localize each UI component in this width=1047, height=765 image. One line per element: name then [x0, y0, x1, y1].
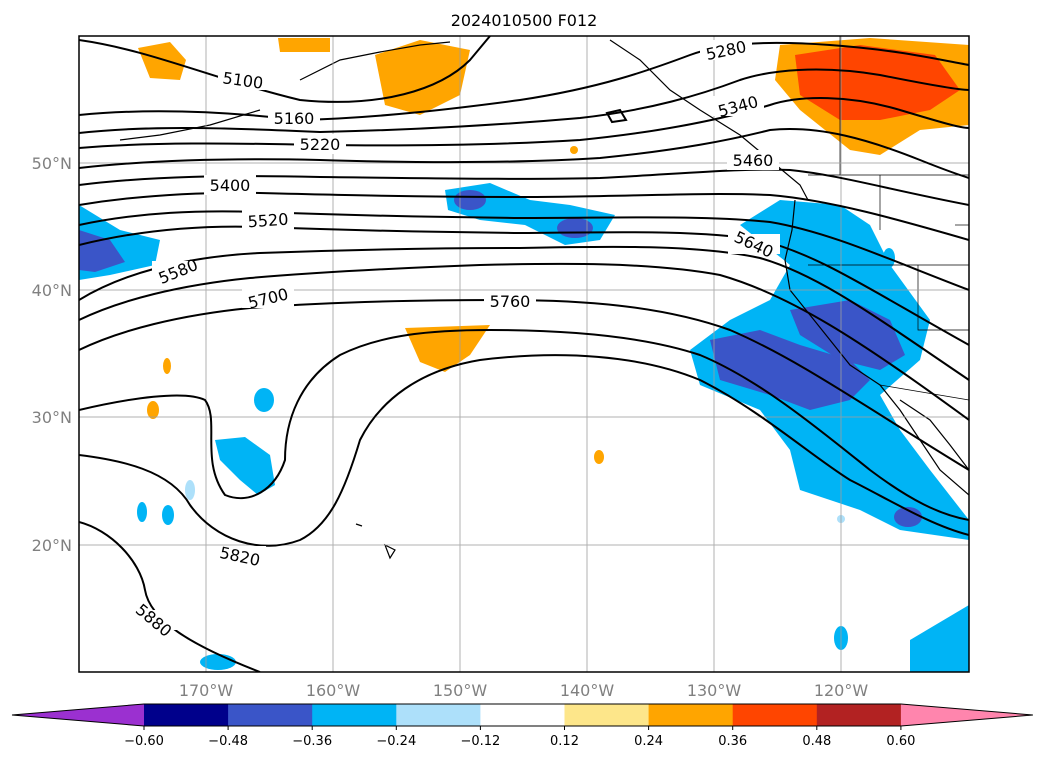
political-boundaries	[808, 36, 969, 401]
lat-label: 50°N	[32, 154, 72, 173]
lat-label: 20°N	[32, 536, 72, 555]
latitude-labels: 50°N 40°N 30°N 20°N	[32, 154, 72, 555]
lon-label: 130°W	[687, 681, 742, 700]
gridlines	[79, 36, 969, 672]
contour-label: 5460	[733, 151, 774, 170]
colorbar-segment	[228, 704, 313, 726]
lon-label: 120°W	[814, 681, 869, 700]
colorbar-segment	[816, 704, 902, 726]
contour-label: 5760	[490, 292, 531, 311]
colorbar-tick-label: −0.60	[124, 734, 164, 749]
colorbar-tick-label: 0.24	[634, 734, 663, 749]
colorbar-segment	[564, 704, 650, 726]
contour-label: 5400	[210, 176, 251, 195]
colorbar-tick-label: −0.36	[292, 734, 332, 749]
lon-label: 170°W	[179, 681, 234, 700]
contour-label: 5160	[274, 109, 315, 128]
colorbar-segment	[648, 704, 734, 726]
lon-label: 140°W	[560, 681, 615, 700]
lon-label: 150°W	[433, 681, 488, 700]
colorbar-tick-label: −0.12	[460, 734, 500, 749]
longitude-labels: 170°W 160°W 150°W 140°W 130°W 120°W	[179, 681, 869, 700]
colorbar-segment	[480, 704, 565, 726]
colorbar-tick-label: 0.12	[550, 734, 579, 749]
lat-label: 40°N	[32, 281, 72, 300]
colorbar: −0.60 −0.48 −0.36 −0.24 −0.12 0.12 0.24 0.36 0.4…	[11, 703, 1033, 749]
colorbar-segment	[144, 704, 229, 726]
colorbar-tick-label: −0.48	[208, 734, 248, 749]
colorbar-tick-label: −0.24	[376, 734, 416, 749]
colorbar-segment	[732, 704, 818, 726]
colorbar-tick-label: 0.36	[718, 734, 747, 749]
colorbar-tick-label: 0.48	[802, 734, 831, 749]
contour-label: 5520	[247, 210, 289, 232]
lon-label: 160°W	[306, 681, 361, 700]
coastline	[119, 39, 969, 560]
map-frame	[78, 35, 970, 673]
colorbar-segment	[312, 704, 397, 726]
colorbar-extend-high	[900, 704, 1033, 726]
contour-label: 5220	[300, 135, 341, 154]
colorbar-segment	[396, 704, 481, 726]
figure-title: 2024010500 F012	[451, 11, 598, 30]
lat-label: 30°N	[32, 408, 72, 427]
colorbar-tick-label: 0.60	[886, 734, 915, 749]
colorbar-extend-low	[12, 704, 144, 726]
